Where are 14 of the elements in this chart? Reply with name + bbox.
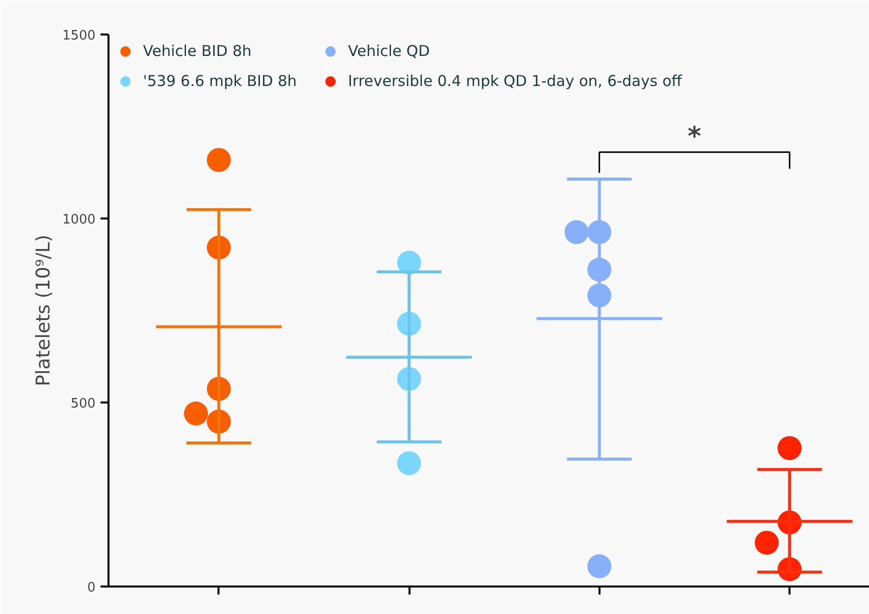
y-tick-label: 0 bbox=[87, 580, 96, 596]
y-tick-label: 1000 bbox=[62, 212, 96, 228]
legend-label: '539 6.6 mpk BID 8h bbox=[143, 72, 298, 90]
y-tick-label: 1500 bbox=[62, 28, 96, 44]
legend-label: Irreversible 0.4 mpk QD 1-day on, 6-days off bbox=[348, 72, 682, 90]
point bbox=[587, 554, 612, 578]
legend-label: Vehicle QD bbox=[348, 42, 431, 60]
y-axis-title: Platelets (10⁹/L) bbox=[32, 234, 54, 386]
y-tick-label: 500 bbox=[70, 396, 96, 412]
legend-label: Vehicle BID 8h bbox=[143, 42, 252, 60]
annotation: * bbox=[688, 122, 702, 152]
point bbox=[206, 148, 231, 172]
point bbox=[778, 436, 802, 460]
point bbox=[397, 451, 422, 476]
